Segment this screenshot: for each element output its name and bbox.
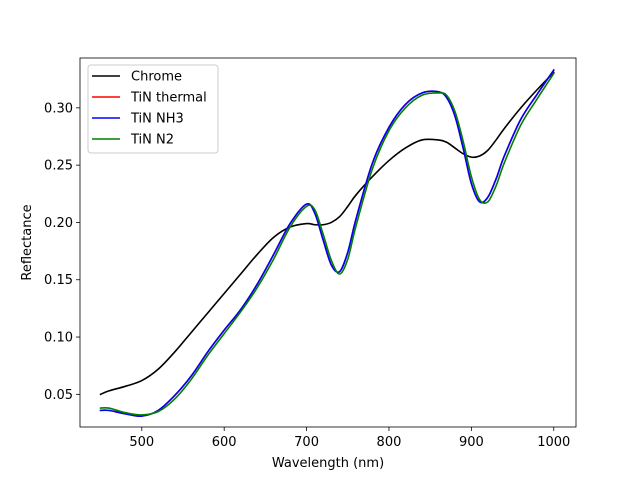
legend: Chrome TiN thermal TiN NH3 TiN N2 [87, 64, 219, 154]
series-line-tin-n2 [99, 72, 555, 416]
series-line-tin-nh3 [99, 68, 555, 418]
x-tick-label: 1000 [537, 435, 570, 450]
y-tick-label: 0.25 [44, 159, 73, 174]
legend-label-tin-n2: TiN N2 [130, 133, 174, 148]
plot-lines [99, 68, 555, 418]
legend-label-tin-nh3: TiN NH3 [130, 112, 184, 127]
x-tick-label: 700 [294, 435, 319, 450]
y-tick-label: 0.20 [44, 216, 73, 231]
x-tick-label: 500 [129, 435, 154, 450]
legend-label-tin-thermal: TiN thermal [130, 91, 207, 106]
axes-frame [79, 57, 577, 428]
x-tick-label: 800 [377, 435, 402, 450]
legend-label-chrome: Chrome [131, 70, 182, 85]
y-tick-label: 0.30 [44, 101, 73, 116]
x-tick-label: 600 [212, 435, 237, 450]
y-tick-label: 0.15 [44, 273, 73, 288]
y-tick-label: 0.05 [44, 388, 73, 403]
y-tick-label: 0.10 [44, 331, 73, 346]
y-axis-label: Reflectance [20, 204, 35, 280]
x-tick-label: 900 [459, 435, 484, 450]
y-axis: 0.05 0.10 0.15 0.20 0.25 0.30 [44, 101, 80, 403]
x-axis-label: Wavelength (nm) [272, 456, 384, 471]
series-line-chrome [99, 71, 555, 396]
x-axis: 500 600 700 800 900 1000 [129, 427, 570, 450]
legend-box [87, 64, 219, 154]
